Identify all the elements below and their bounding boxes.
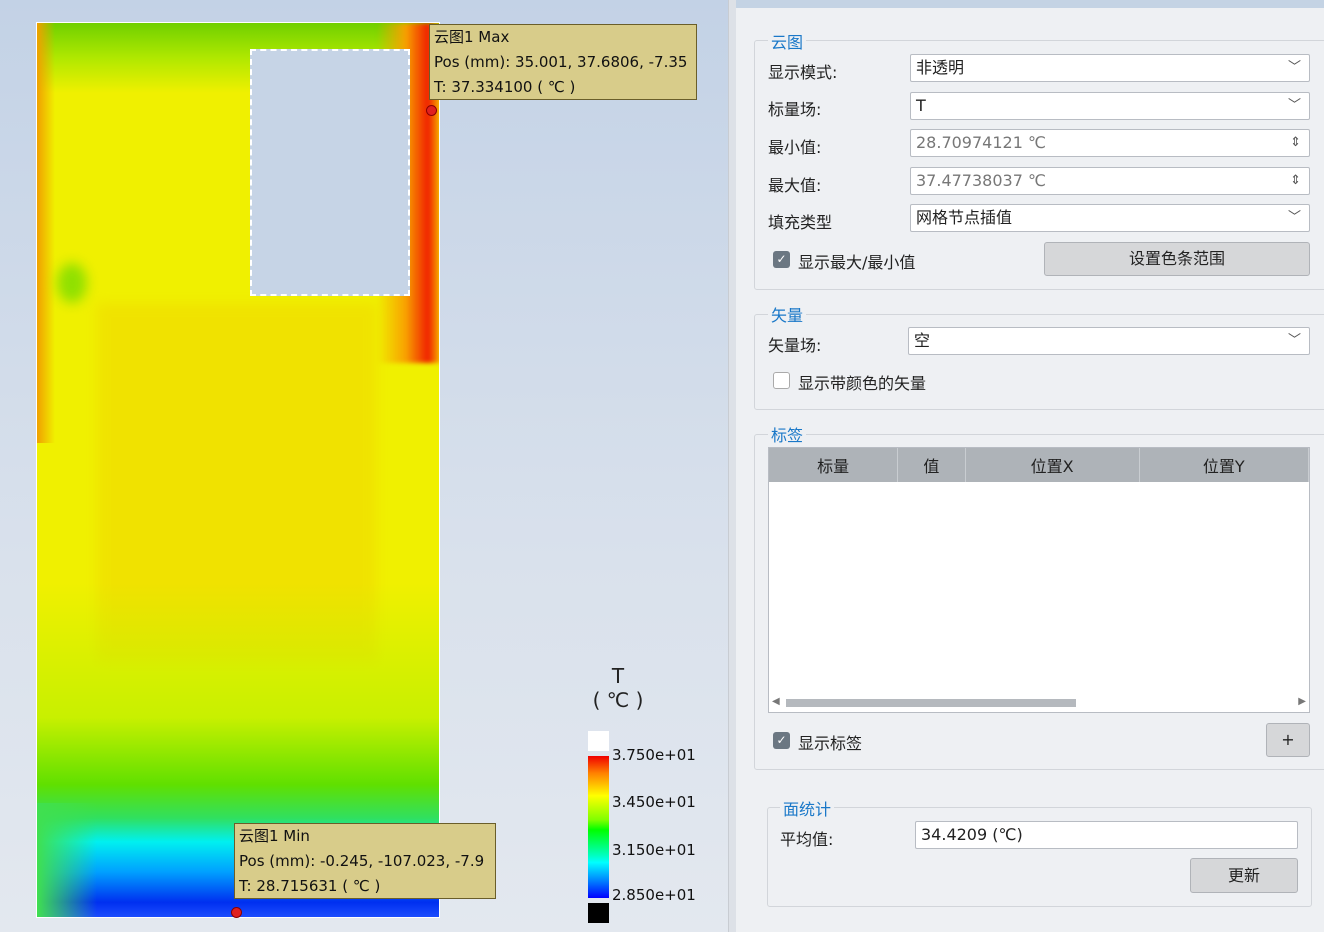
horizontal-scrollbar[interactable] [786, 699, 1076, 707]
max-value: 37.47738037 ℃ [916, 171, 1046, 190]
chevron-down-icon: ﹀ [1287, 98, 1301, 113]
vector-group-title: 矢量 [768, 302, 807, 326]
add-label-button[interactable]: + [1266, 723, 1310, 757]
labels-table[interactable]: 标量 值 位置X 位置Y ◀ ▶ [768, 447, 1310, 713]
contour-group [754, 40, 1324, 290]
colorbar-tick: 3.150e+01 [612, 841, 696, 859]
min-marker [231, 907, 242, 918]
min-callout: 云图1 Min Pos (mm): -0.245, -107.023, -7.9… [234, 823, 496, 899]
colorbar-unit: ( ℃ ) [592, 688, 644, 712]
scalar-select[interactable]: T ﹀ [910, 92, 1310, 120]
show-labels-label: 显示标签 [798, 734, 863, 753]
show-minmax-checkbox[interactable]: ✓ [773, 251, 790, 268]
min-callout-title: 云图1 Min [239, 827, 310, 845]
fill-type-value: 网格节点插值 [916, 208, 1013, 227]
colorbar-tick: 2.850e+01 [612, 886, 696, 904]
colorbar-under [588, 903, 609, 923]
contour-group-title: 云图 [768, 29, 807, 53]
show-labels-checkbox[interactable]: ✓ [773, 732, 790, 749]
spinner-icon[interactable]: ⇕ [1290, 173, 1301, 188]
column-header-pos-y[interactable]: 位置Y [1139, 448, 1310, 482]
scroll-right-icon[interactable]: ▶ [1298, 696, 1306, 707]
scroll-left-icon[interactable]: ◀ [772, 696, 780, 707]
column-header-pos-x[interactable]: 位置X [965, 448, 1140, 482]
max-callout-temp: T: 37.334100 ( ℃ ) [434, 78, 576, 96]
labels-group-title: 标签 [768, 422, 807, 446]
labels-group [754, 434, 1324, 770]
show-colored-vectors-checkbox[interactable] [773, 372, 790, 389]
vector-field-select[interactable]: 空 ﹀ [908, 327, 1310, 355]
scalar-label: 标量场: [768, 100, 822, 119]
spinner-icon[interactable]: ⇕ [1290, 135, 1301, 150]
chevron-down-icon: ﹀ [1287, 60, 1301, 75]
colorbar-var: T [611, 664, 625, 688]
colorbar-tick: 3.750e+01 [612, 746, 696, 764]
vector-field-value: 空 [914, 331, 931, 350]
colorbar-over [588, 731, 609, 751]
max-callout: 云图1 Max Pos (mm): 35.001, 37.6806, -7.35… [429, 24, 697, 100]
vector-group [754, 314, 1324, 410]
panel-header [736, 0, 1324, 8]
vector-field-label: 矢量场: [768, 336, 822, 355]
fill-type-select[interactable]: 网格节点插值 ﹀ [910, 204, 1310, 232]
temperature-contour-plot[interactable] [36, 22, 440, 918]
min-callout-temp: T: 28.715631 ( ℃ ) [239, 877, 381, 895]
chevron-down-icon: ﹀ [1287, 333, 1301, 348]
show-minmax-label: 显示最大/最小值 [798, 253, 916, 272]
colorbar-title: T ( ℃ ) [590, 664, 646, 712]
min-callout-pos: Pos (mm): -0.245, -107.023, -7.9 [239, 852, 485, 870]
min-spinbox[interactable]: 28.70974121 ℃ ⇕ [910, 129, 1310, 157]
min-label: 最小值: [768, 138, 822, 157]
scalar-value: T [916, 96, 926, 115]
show-colored-vectors-label: 显示带颜色的矢量 [798, 374, 927, 393]
average-field[interactable]: 34.4209 (℃) [915, 821, 1298, 849]
splitter[interactable] [728, 0, 736, 932]
display-mode-label: 显示模式: [768, 63, 838, 82]
average-label: 平均值: [780, 830, 834, 849]
display-mode-value: 非透明 [916, 58, 965, 77]
min-value: 28.70974121 ℃ [916, 133, 1046, 152]
display-mode-select[interactable]: 非透明 ﹀ [910, 54, 1310, 82]
stats-group-title: 面统计 [780, 796, 835, 820]
max-label: 最大值: [768, 176, 822, 195]
max-marker [426, 105, 437, 116]
set-colorbar-range-button[interactable]: 设置色条范围 [1044, 242, 1310, 276]
colorbar [588, 756, 609, 898]
max-spinbox[interactable]: 37.47738037 ℃ ⇕ [910, 167, 1310, 195]
chevron-down-icon: ﹀ [1287, 210, 1301, 225]
max-callout-title: 云图1 Max [434, 28, 510, 46]
3d-viewport[interactable]: 云图1 Max Pos (mm): 35.001, 37.6806, -7.35… [0, 0, 728, 932]
stats-group [767, 807, 1312, 907]
colorbar-tick: 3.450e+01 [612, 793, 696, 811]
cutout-region [250, 49, 410, 296]
average-value: 34.4209 (℃) [921, 825, 1023, 844]
column-header-value[interactable]: 值 [897, 448, 966, 482]
max-callout-pos: Pos (mm): 35.001, 37.6806, -7.35 [434, 53, 688, 71]
update-button[interactable]: 更新 [1190, 858, 1298, 893]
column-header-scalar[interactable]: 标量 [769, 448, 899, 482]
fill-type-label: 填充类型 [768, 213, 833, 232]
